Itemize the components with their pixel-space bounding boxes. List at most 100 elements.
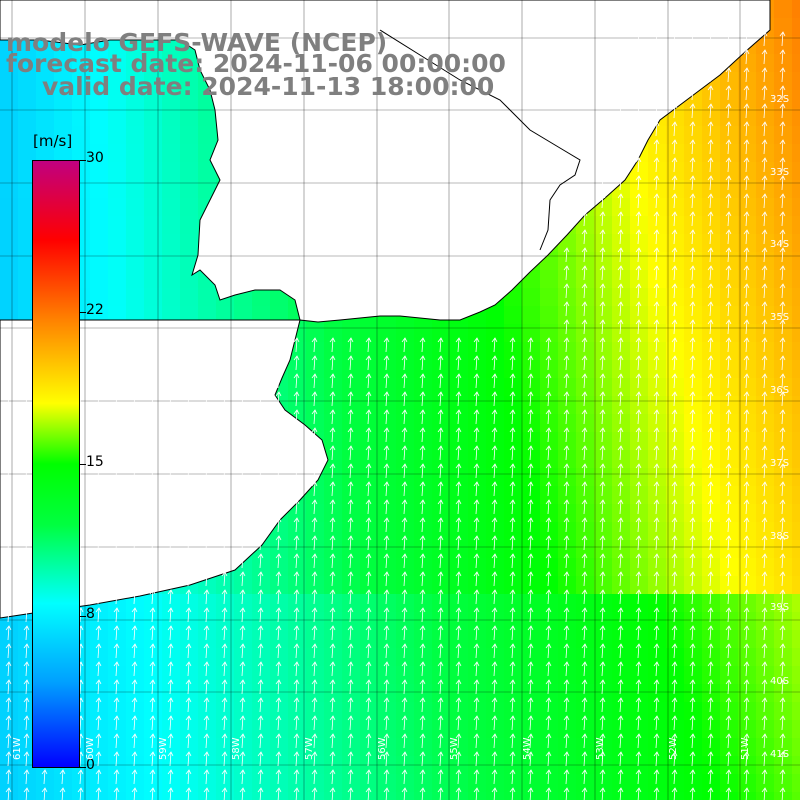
wind-arrow xyxy=(329,589,336,605)
wind-speed-cell xyxy=(702,270,720,288)
wind-speed-cell xyxy=(18,90,36,108)
wind-arrow xyxy=(131,751,138,767)
wind-arrow xyxy=(113,661,120,677)
wind-arrow xyxy=(671,733,678,749)
wind-speed-cell xyxy=(198,702,216,720)
wind-speed-cell xyxy=(234,630,252,648)
wind-arrow xyxy=(383,607,390,623)
wind-speed-cell xyxy=(540,666,558,684)
wind-arrow xyxy=(761,499,768,515)
wind-speed-cell xyxy=(324,468,342,486)
wind-speed-cell xyxy=(144,684,162,702)
wind-arrow xyxy=(419,625,426,641)
wind-arrow xyxy=(761,643,768,659)
wind-speed-cell xyxy=(558,468,576,486)
wind-arrow xyxy=(725,49,732,65)
wind-speed-cell xyxy=(756,594,774,612)
wind-arrow xyxy=(275,589,282,605)
wind-arrow xyxy=(635,67,642,83)
wind-arrow xyxy=(5,517,12,533)
wind-arrow xyxy=(23,715,30,731)
wind-speed-cell xyxy=(792,270,800,288)
wind-speed-cell xyxy=(720,684,738,702)
wind-speed-cell xyxy=(450,342,468,360)
wind-arrow xyxy=(671,283,678,299)
wind-speed-cell xyxy=(432,360,450,378)
wind-arrow xyxy=(653,301,660,317)
wind-arrow xyxy=(275,391,282,407)
wind-arrow xyxy=(671,499,678,515)
wind-speed-cell xyxy=(306,324,324,342)
wind-arrow xyxy=(473,625,480,641)
wind-speed-cell xyxy=(180,234,198,252)
wind-arrow xyxy=(617,121,624,137)
wind-arrow xyxy=(5,661,12,677)
wind-arrow xyxy=(473,661,480,677)
wind-arrow xyxy=(707,445,714,461)
wind-arrow xyxy=(311,733,318,749)
wind-arrow xyxy=(347,697,354,713)
wind-arrow xyxy=(545,373,552,389)
wind-speed-cell xyxy=(126,108,144,126)
wind-speed-cell xyxy=(414,630,432,648)
wind-arrow xyxy=(743,85,750,101)
wind-arrow xyxy=(311,679,318,695)
wind-speed-cell xyxy=(162,720,180,738)
wind-arrow xyxy=(743,229,750,245)
wind-speed-cell xyxy=(774,126,792,144)
wind-speed-cell xyxy=(108,666,126,684)
wind-arrow xyxy=(779,193,786,209)
wind-arrow xyxy=(437,445,444,461)
wind-speed-cell xyxy=(756,378,774,396)
wind-arrow xyxy=(185,751,192,767)
wind-speed-cell xyxy=(324,486,342,504)
wind-speed-cell xyxy=(738,594,756,612)
wind-speed-cell xyxy=(792,216,800,234)
wind-speed-cell xyxy=(720,558,738,576)
wind-arrow xyxy=(257,589,264,605)
wind-speed-cell xyxy=(0,180,18,198)
wind-speed-cell xyxy=(504,612,522,630)
wind-arrow xyxy=(599,661,606,677)
wind-speed-cell xyxy=(756,720,774,738)
wind-speed-cell xyxy=(612,792,630,800)
wind-arrow xyxy=(5,337,12,353)
wind-arrow xyxy=(275,337,282,353)
wind-speed-cell xyxy=(162,666,180,684)
wind-speed-cell xyxy=(180,648,198,666)
wind-arrow xyxy=(689,733,696,749)
wind-speed-cell xyxy=(72,54,90,72)
wind-arrow xyxy=(401,607,408,623)
wind-speed-cell xyxy=(504,522,522,540)
wind-speed-cell xyxy=(180,216,198,234)
wind-arrow xyxy=(95,589,102,605)
lon-label: 57W xyxy=(304,737,315,760)
wind-speed-cell xyxy=(360,630,378,648)
wind-speed-cell xyxy=(648,198,666,216)
wind-speed-cell xyxy=(162,90,180,108)
wind-arrow xyxy=(329,445,336,461)
wind-speed-cell xyxy=(666,684,684,702)
wind-arrow xyxy=(779,607,786,623)
wind-speed-cell xyxy=(612,288,630,306)
wind-speed-cell xyxy=(738,720,756,738)
wind-speed-cell xyxy=(468,774,486,792)
wind-arrow xyxy=(437,373,444,389)
wind-arrow xyxy=(185,679,192,695)
wind-speed-cell xyxy=(756,324,774,342)
wind-speed-cell xyxy=(306,612,324,630)
wind-speed-cell xyxy=(342,432,360,450)
wind-arrow xyxy=(599,373,606,389)
wind-speed-cell xyxy=(0,216,18,234)
wind-speed-cell xyxy=(774,738,792,756)
wind-speed-cell xyxy=(126,126,144,144)
wind-speed-cell xyxy=(342,540,360,558)
wind-arrow xyxy=(527,733,534,749)
wind-arrow xyxy=(599,157,606,173)
wind-arrow xyxy=(23,679,30,695)
wind-speed-cell xyxy=(684,324,702,342)
wind-speed-cell xyxy=(0,252,18,270)
wind-arrow xyxy=(275,481,282,497)
wind-arrow xyxy=(455,535,462,551)
wind-speed-cell xyxy=(630,684,648,702)
